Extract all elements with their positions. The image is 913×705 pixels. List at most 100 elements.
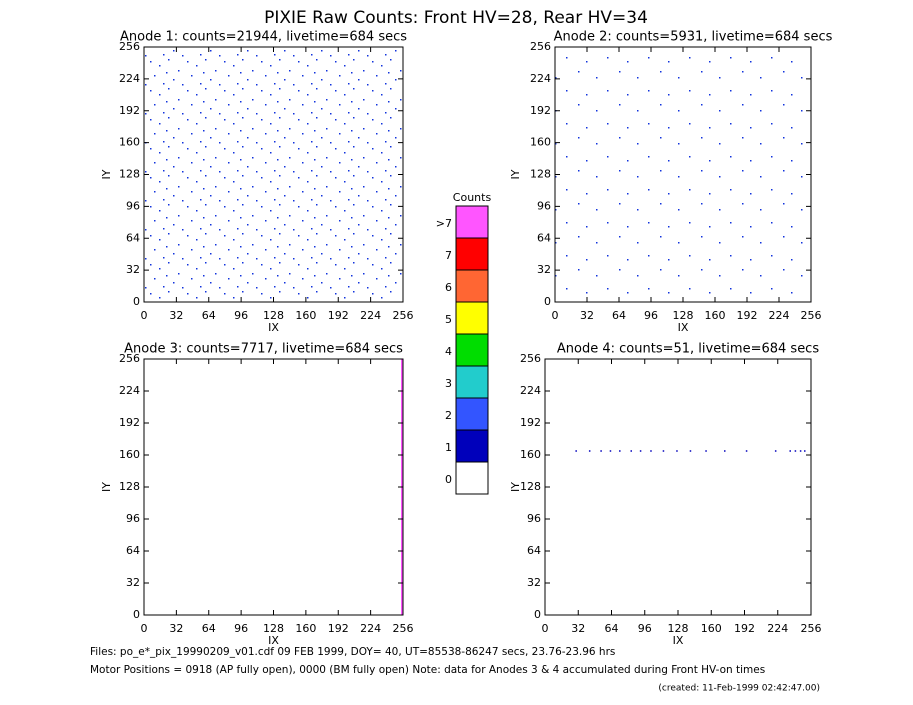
y-tick-label: 256: [119, 352, 140, 365]
y-tick-label: 128: [520, 480, 541, 493]
x-axis-label: IX: [268, 634, 279, 647]
x-tick-label: 96: [644, 309, 658, 322]
x-tick-label: 192: [737, 309, 758, 322]
y-tick-label: 192: [530, 104, 551, 117]
y-tick-label: 32: [126, 263, 140, 276]
x-tick-label: 32: [169, 309, 183, 322]
x-tick-label: 32: [571, 622, 585, 635]
x-tick-label: 160: [295, 622, 316, 635]
panel-title: Anode 4: counts=51, livetime=684 secs: [557, 342, 819, 357]
y-tick-label: 160: [119, 448, 140, 461]
x-axis-label: IX: [268, 321, 279, 334]
x-tick-label: 224: [360, 622, 381, 635]
count-point: [650, 450, 652, 452]
y-tick-label: 0: [544, 295, 551, 308]
x-tick-label: 256: [801, 622, 822, 635]
count-point: [789, 450, 791, 452]
y-tick-label: 64: [126, 544, 140, 557]
y-tick-label: 128: [119, 168, 140, 181]
y-axis-label: IY: [509, 482, 522, 492]
x-tick-label: 160: [701, 622, 722, 635]
y-axis-label: IY: [509, 169, 522, 179]
x-tick-label: 160: [705, 309, 726, 322]
y-tick-label: 0: [534, 608, 541, 621]
y-tick-label: 224: [119, 72, 140, 85]
x-axis-label: IX: [673, 634, 684, 647]
x-tick-label: 192: [734, 622, 755, 635]
y-tick-label: 128: [119, 480, 140, 493]
plot-frame: [143, 358, 404, 616]
x-tick-label: 0: [542, 622, 549, 635]
count-point: [799, 450, 802, 452]
x-tick-label: 192: [328, 622, 349, 635]
x-tick-label: 128: [263, 309, 284, 322]
colorbar-swatch: [455, 301, 489, 335]
x-tick-label: 256: [393, 622, 414, 635]
x-tick-label: 224: [360, 309, 381, 322]
y-tick-label: 192: [119, 104, 140, 117]
colorbar-swatch: [455, 237, 489, 271]
colorbar-label: >7: [436, 217, 452, 230]
x-tick-label: 32: [169, 622, 183, 635]
y-tick-label: 0: [133, 295, 140, 308]
colorbar-swatch: [455, 333, 489, 367]
x-axis-label: IX: [678, 321, 689, 334]
count-point: [804, 450, 806, 452]
colorbar-label: 4: [445, 345, 452, 358]
y-tick-label: 64: [527, 544, 541, 557]
x-tick-label: 64: [202, 622, 216, 635]
count-texture: [144, 47, 403, 302]
y-tick-label: 256: [520, 352, 541, 365]
x-tick-label: 160: [295, 309, 316, 322]
count-point: [600, 450, 602, 452]
count-point: [705, 450, 707, 452]
colorbar-swatch: [455, 397, 489, 431]
x-tick-label: 128: [673, 309, 694, 322]
y-tick-label: 160: [520, 448, 541, 461]
x-tick-label: 0: [141, 309, 148, 322]
y-tick-label: 64: [126, 231, 140, 244]
count-point: [794, 450, 797, 452]
colorbar-label: 2: [445, 409, 452, 422]
panel-title: Anode 3: counts=7717, livetime=684 secs: [124, 342, 403, 357]
y-tick-label: 96: [537, 199, 551, 212]
colorbar-label: 5: [445, 313, 452, 326]
y-tick-label: 32: [527, 576, 541, 589]
x-tick-label: 0: [552, 309, 559, 322]
y-tick-label: 32: [126, 576, 140, 589]
colorbar-swatch: [455, 429, 489, 463]
count-point: [774, 450, 777, 452]
count-point: [630, 450, 632, 452]
colorbar-label: 6: [445, 281, 452, 294]
panel-title: Anode 2: counts=5931, livetime=684 secs: [554, 30, 833, 45]
x-tick-label: 32: [580, 309, 594, 322]
panel-title: Anode 1: counts=21944, livetime=684 secs: [120, 30, 407, 45]
y-tick-label: 224: [520, 384, 541, 397]
count-texture: [555, 47, 811, 302]
count-point: [724, 450, 726, 452]
footer-files: Files: po_e*_pix_19990209_v01.cdf 09 FEB…: [90, 646, 615, 658]
x-tick-label: 64: [605, 622, 619, 635]
y-tick-label: 224: [530, 72, 551, 85]
y-tick-label: 32: [537, 263, 551, 276]
y-axis-label: IY: [100, 482, 113, 492]
x-tick-label: 96: [638, 622, 652, 635]
x-tick-label: 64: [202, 309, 216, 322]
colorbar-swatch: [455, 365, 489, 399]
y-tick-label: 224: [119, 384, 140, 397]
count-point: [619, 450, 621, 452]
x-tick-label: 0: [141, 622, 148, 635]
count-point: [689, 450, 692, 452]
footer-created: (created: 11-Feb-1999 02:42:47.00): [658, 684, 820, 694]
x-tick-label: 128: [263, 622, 284, 635]
y-tick-label: 96: [126, 512, 140, 525]
x-tick-label: 192: [328, 309, 349, 322]
colorbar-label: 1: [445, 441, 452, 454]
y-axis-label: IY: [100, 169, 113, 179]
page-title: PIXIE Raw Counts: Front HV=28, Rear HV=3…: [264, 8, 648, 28]
x-tick-label: 96: [234, 622, 248, 635]
x-tick-label: 256: [393, 309, 414, 322]
count-point: [588, 450, 591, 452]
x-tick-label: 224: [767, 622, 788, 635]
